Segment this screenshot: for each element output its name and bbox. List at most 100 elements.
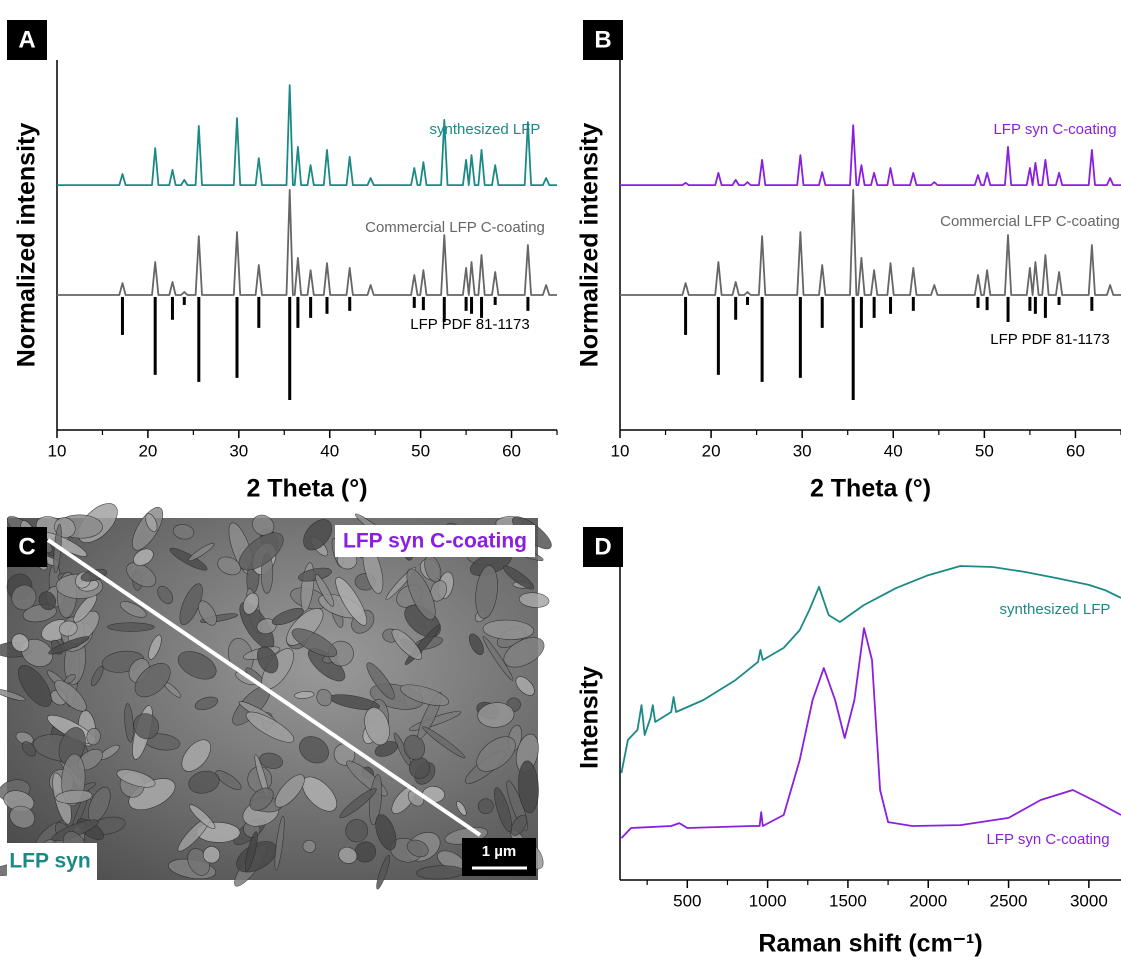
series-label: Commercial LFP C-coating bbox=[940, 213, 1120, 230]
sem-grain bbox=[0, 688, 26, 701]
sem-grain bbox=[90, 665, 104, 687]
sem-grain bbox=[477, 702, 515, 728]
sem-grain bbox=[11, 633, 30, 652]
sem-grain bbox=[18, 665, 52, 707]
panel-label-box bbox=[7, 20, 47, 60]
sem-grain bbox=[38, 591, 57, 611]
series-label: synthesized LFP bbox=[430, 121, 541, 138]
data-line bbox=[57, 189, 557, 296]
sem-grain bbox=[468, 633, 484, 656]
scale-bar-box bbox=[462, 838, 536, 876]
panel-label: D bbox=[594, 533, 611, 560]
divider-line bbox=[46, 538, 482, 837]
series-label: LFP PDF 81-1173 bbox=[410, 316, 530, 333]
sem-grain bbox=[456, 800, 467, 816]
data-line bbox=[57, 84, 557, 186]
x-tick-label: 40 bbox=[884, 441, 903, 460]
sem-grain bbox=[366, 662, 395, 700]
sem-grain bbox=[181, 739, 211, 772]
sem-grain bbox=[132, 507, 164, 551]
sem-grain bbox=[316, 688, 333, 707]
sem-grain bbox=[202, 846, 221, 864]
sem-grain bbox=[86, 727, 101, 746]
sem-grain bbox=[476, 736, 516, 772]
data-line bbox=[620, 565, 1121, 774]
sem-grain bbox=[291, 628, 338, 658]
sem-grain bbox=[399, 684, 450, 707]
sem-grain bbox=[116, 769, 156, 788]
sem-grain bbox=[188, 770, 220, 794]
x-tick-label: 2500 bbox=[990, 891, 1028, 910]
sem-grain bbox=[188, 542, 215, 562]
sem-grain bbox=[9, 805, 35, 829]
sem-grain bbox=[148, 634, 162, 660]
x-axis-title: 2 Theta (°) bbox=[246, 475, 367, 503]
panel-label-box bbox=[583, 527, 623, 567]
sem-grain bbox=[430, 580, 447, 602]
sem-label: LFP syn C-coating bbox=[343, 530, 527, 553]
label-box bbox=[335, 525, 535, 557]
sem-grain bbox=[339, 788, 377, 819]
x-tick-label: 2000 bbox=[909, 891, 947, 910]
sem-grain bbox=[124, 703, 134, 743]
sem-grain bbox=[259, 752, 283, 769]
x-tick-label: 20 bbox=[138, 441, 157, 460]
sem-grain bbox=[55, 789, 93, 804]
series-label: LFP PDF 81-1173 bbox=[990, 331, 1110, 348]
data-line bbox=[620, 124, 1121, 186]
sem-grain bbox=[406, 568, 436, 621]
label-box bbox=[7, 843, 97, 880]
sem-grain bbox=[107, 622, 155, 632]
sem-grain bbox=[271, 608, 304, 626]
panel-label: B bbox=[594, 26, 611, 53]
x-tick-label: 10 bbox=[48, 441, 67, 460]
x-tick-label: 30 bbox=[793, 441, 812, 460]
sem-grain bbox=[369, 774, 383, 826]
data-line bbox=[620, 189, 1121, 296]
sem-grain bbox=[172, 524, 195, 540]
sem-grain bbox=[215, 770, 242, 790]
x-tick-label: 50 bbox=[975, 441, 994, 460]
sem-grain bbox=[238, 532, 284, 571]
sem-grain bbox=[145, 513, 158, 532]
panel-label-box bbox=[7, 527, 47, 567]
sem-grain bbox=[134, 663, 171, 698]
sem-grain bbox=[503, 565, 535, 590]
panel-label-box bbox=[583, 20, 623, 60]
sem-grain bbox=[249, 787, 274, 811]
sem-grain bbox=[294, 691, 315, 699]
sem-grain bbox=[406, 839, 429, 858]
x-tick-label: 60 bbox=[1066, 441, 1085, 460]
x-axis-title: 2 Theta (°) bbox=[810, 475, 931, 503]
sem-grain bbox=[315, 574, 335, 607]
sem-grain bbox=[475, 565, 498, 619]
x-tick-label: 30 bbox=[229, 441, 248, 460]
x-tick-label: 3000 bbox=[1070, 891, 1108, 910]
y-axis-title: Normalized intensity bbox=[13, 123, 41, 368]
sem-grain bbox=[403, 734, 425, 761]
sem-grain bbox=[198, 600, 217, 626]
sem-grain bbox=[494, 787, 513, 833]
sem-grain bbox=[345, 819, 369, 843]
sem-grain bbox=[274, 774, 305, 808]
series-label: LFP syn C-coating bbox=[986, 831, 1109, 848]
sem-grain bbox=[157, 585, 174, 604]
sem-grain bbox=[244, 831, 258, 872]
sem-grain bbox=[364, 707, 390, 746]
sem-grain bbox=[194, 696, 219, 711]
sem-grain bbox=[335, 576, 368, 626]
x-tick-label: 60 bbox=[502, 441, 521, 460]
sem-grain bbox=[126, 562, 157, 588]
sem-grain bbox=[391, 628, 423, 660]
sem-grain bbox=[477, 798, 494, 815]
series-label: LFP syn C-coating bbox=[993, 121, 1116, 138]
sem-grain bbox=[303, 519, 333, 551]
sem-grain bbox=[422, 726, 466, 759]
sem-grain bbox=[119, 601, 147, 618]
sem-grain bbox=[54, 680, 87, 712]
data-line bbox=[620, 627, 1121, 839]
sem-grain bbox=[302, 839, 317, 853]
x-axis-title: Raman shift (cm⁻¹) bbox=[758, 930, 982, 958]
